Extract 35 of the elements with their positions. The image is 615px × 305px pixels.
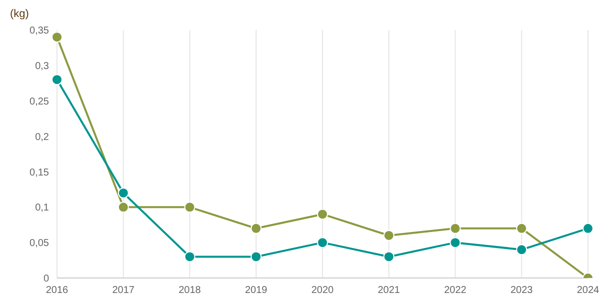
point — [383, 251, 394, 262]
y-tick-label: 0,3 — [35, 60, 50, 72]
x-tick-label: 2021 — [378, 285, 400, 296]
point — [52, 32, 62, 43]
y-axis-title: (kg) — [10, 8, 29, 20]
y-tick-label: 0 — [43, 274, 50, 285]
x-tick-label: 2019 — [245, 285, 268, 296]
y-tick-label: 0,05 — [30, 238, 50, 250]
point — [250, 251, 262, 262]
point — [317, 237, 328, 248]
point — [52, 74, 62, 86]
y-tick-label: 0,25 — [30, 96, 50, 108]
x-tick-label: 2023 — [510, 285, 534, 296]
point — [250, 222, 262, 234]
x-tick-label: 2020 — [311, 285, 334, 296]
y-tick-label: 0,2 — [35, 132, 50, 143]
x-tick-label: 2022 — [444, 285, 467, 296]
point — [317, 208, 328, 220]
point — [450, 222, 461, 234]
point — [383, 230, 394, 241]
point — [582, 222, 594, 234]
x-tick-label: 2017 — [112, 285, 135, 296]
point — [450, 237, 461, 248]
x-tick-label: 2018 — [178, 285, 202, 296]
point — [516, 222, 528, 234]
y-tick-label: 0,1 — [35, 202, 50, 214]
y-tick-label: 0,15 — [30, 167, 50, 178]
point — [184, 202, 196, 213]
point — [516, 244, 528, 256]
point — [118, 187, 129, 198]
y-tick-label: 0,35 — [30, 26, 50, 37]
point — [118, 202, 129, 213]
x-tick-label: 2016 — [46, 285, 69, 296]
point — [184, 251, 196, 262]
x-tick-label: 2024 — [576, 285, 600, 296]
